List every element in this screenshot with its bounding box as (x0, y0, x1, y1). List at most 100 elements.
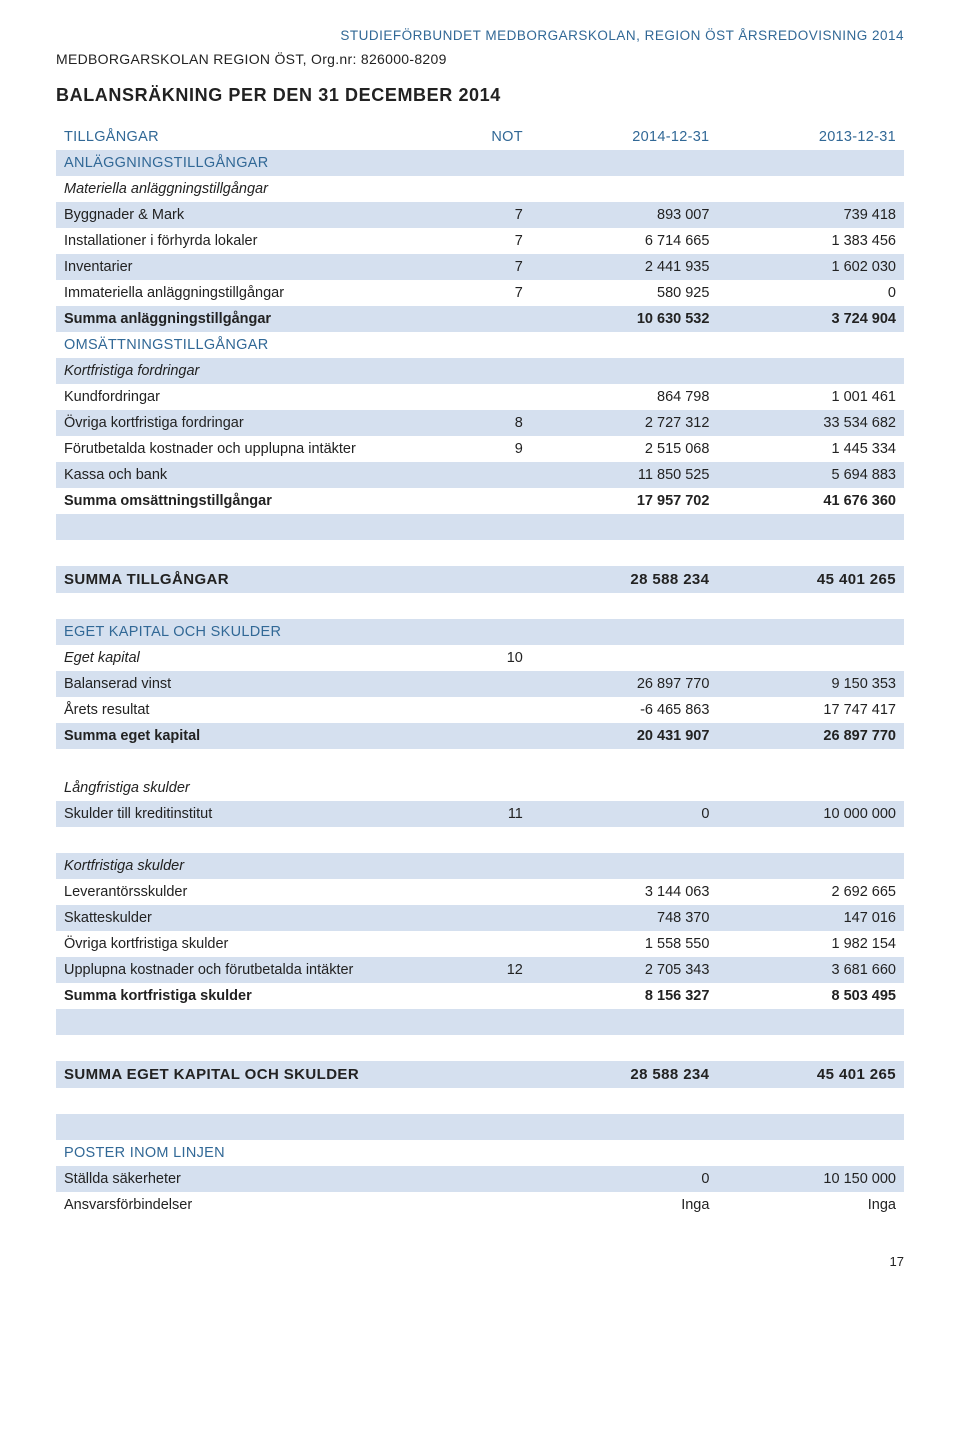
row-y2: 10 000 000 (717, 801, 904, 827)
section-heading: ANLÄGGNINGSTILLGÅNGAR (56, 150, 904, 176)
table-row: SUMMA EGET KAPITAL OCH SKULDER 28 588 234… (56, 1061, 904, 1088)
row-y1: 580 925 (531, 280, 718, 306)
table-row: AnsvarsförbindelserIngaInga (56, 1192, 904, 1218)
row-y1: 893 007 (531, 202, 718, 228)
row-y2 (717, 775, 904, 801)
row-y1: 2 727 312 (531, 410, 718, 436)
spacer-cell (56, 749, 904, 775)
row-not (446, 905, 531, 931)
col-header-y2: 2013-12-31 (717, 124, 904, 150)
row-y1: Inga (531, 1192, 718, 1218)
row-not: 7 (446, 280, 531, 306)
table-row (56, 540, 904, 566)
row-not (446, 723, 531, 749)
table-row: Summa kortfristiga skulder8 156 3278 503… (56, 983, 904, 1009)
row-y2: 739 418 (717, 202, 904, 228)
table-row: EGET KAPITAL OCH SKULDER (56, 619, 904, 645)
table-row: Skulder till kreditinstitut11010 000 000 (56, 801, 904, 827)
row-label: Årets resultat (56, 697, 446, 723)
row-y2: 10 150 000 (717, 1166, 904, 1192)
table-row: TILLGÅNGARNOT2014-12-312013-12-31 (56, 124, 904, 150)
row-not (446, 697, 531, 723)
row-label: Upplupna kostnader och förutbetalda intä… (56, 957, 446, 983)
row-y2: 17 747 417 (717, 697, 904, 723)
row-not: 12 (446, 957, 531, 983)
row-label: Immateriella anläggningstillgångar (56, 280, 446, 306)
row-y1: 6 714 665 (531, 228, 718, 254)
spacer-cell (56, 1114, 904, 1140)
table-row: Skatteskulder748 370147 016 (56, 905, 904, 931)
row-not (446, 176, 531, 202)
row-label: Ställda säkerheter (56, 1166, 446, 1192)
row-not (446, 1061, 531, 1088)
row-y1: 2 515 068 (531, 436, 718, 462)
row-label: Skatteskulder (56, 905, 446, 931)
table-row: Ställda säkerheter 010 150 000 (56, 1166, 904, 1192)
section-heading: OMSÄTTNINGSTILLGÅNGAR (56, 332, 904, 358)
page-number: 17 (56, 1254, 904, 1269)
row-label: Materiella anläggningstillgångar (56, 176, 446, 202)
row-label: Kassa och bank (56, 462, 446, 488)
row-y2: 45 401 265 (717, 1061, 904, 1088)
table-row: SUMMA TILLGÅNGAR28 588 23445 401 265 (56, 566, 904, 593)
row-y1: 28 588 234 (531, 566, 718, 593)
section-heading: EGET KAPITAL OCH SKULDER (56, 619, 904, 645)
row-label: Summa omsättningstillgångar (56, 488, 446, 514)
row-not: 8 (446, 410, 531, 436)
table-row: POSTER INOM LINJEN (56, 1140, 904, 1166)
row-label: SUMMA EGET KAPITAL OCH SKULDER (56, 1061, 446, 1088)
row-label: Inventarier (56, 254, 446, 280)
table-row: Övriga kortfristiga fordringar82 727 312… (56, 410, 904, 436)
row-y2: 33 534 682 (717, 410, 904, 436)
row-y1: 28 588 234 (531, 1061, 718, 1088)
table-row: Kortfristiga skulder (56, 853, 904, 879)
row-label: Kortfristiga skulder (56, 853, 446, 879)
row-y1: 10 630 532 (531, 306, 718, 332)
row-y1 (531, 358, 718, 384)
row-y1: -6 465 863 (531, 697, 718, 723)
row-y1: 3 144 063 (531, 879, 718, 905)
table-row: Balanserad vinst26 897 7709 150 353 (56, 671, 904, 697)
row-y1 (531, 176, 718, 202)
row-label: Summa kortfristiga skulder (56, 983, 446, 1009)
table-row (56, 514, 904, 540)
row-y1: 0 (531, 1166, 718, 1192)
table-row: Upplupna kostnader och förutbetalda intä… (56, 957, 904, 983)
row-not (446, 566, 531, 593)
row-label: Kortfristiga fordringar (56, 358, 446, 384)
row-not (446, 384, 531, 410)
org-line: MEDBORGARSKOLAN REGION ÖST, Org.nr: 8260… (56, 51, 904, 67)
row-y2: Inga (717, 1192, 904, 1218)
table-row (56, 1088, 904, 1114)
row-label: SUMMA TILLGÅNGAR (56, 566, 446, 593)
row-label: Kundfordringar (56, 384, 446, 410)
row-y1: 26 897 770 (531, 671, 718, 697)
table-row: Långfristiga skulder (56, 775, 904, 801)
row-y1 (531, 645, 718, 671)
row-y2: 1 602 030 (717, 254, 904, 280)
row-y1: 0 (531, 801, 718, 827)
balance-table: TILLGÅNGARNOT2014-12-312013-12-31ANLÄGGN… (56, 124, 904, 1218)
row-label: Summa anläggningstillgångar (56, 306, 446, 332)
row-not: 7 (446, 254, 531, 280)
row-label: Byggnader & Mark (56, 202, 446, 228)
row-not: 11 (446, 801, 531, 827)
page-header-right: STUDIEFÖRBUNDET MEDBORGARSKOLAN, REGION … (56, 28, 904, 43)
row-y2 (717, 358, 904, 384)
table-row: Materiella anläggningstillgångar (56, 176, 904, 202)
spacer-cell (56, 514, 904, 540)
row-y2: 9 150 353 (717, 671, 904, 697)
row-y2: 1 445 334 (717, 436, 904, 462)
table-row (56, 1009, 904, 1035)
table-row: Summa omsättningstillgångar17 957 70241 … (56, 488, 904, 514)
row-label: Skulder till kreditinstitut (56, 801, 446, 827)
row-y1 (531, 853, 718, 879)
row-not (446, 488, 531, 514)
row-y2: 8 503 495 (717, 983, 904, 1009)
row-label: Övriga kortfristiga skulder (56, 931, 446, 957)
table-row: OMSÄTTNINGSTILLGÅNGAR (56, 332, 904, 358)
row-y2: 1 383 456 (717, 228, 904, 254)
table-row (56, 1114, 904, 1140)
row-y1: 2 705 343 (531, 957, 718, 983)
row-y2: 41 676 360 (717, 488, 904, 514)
